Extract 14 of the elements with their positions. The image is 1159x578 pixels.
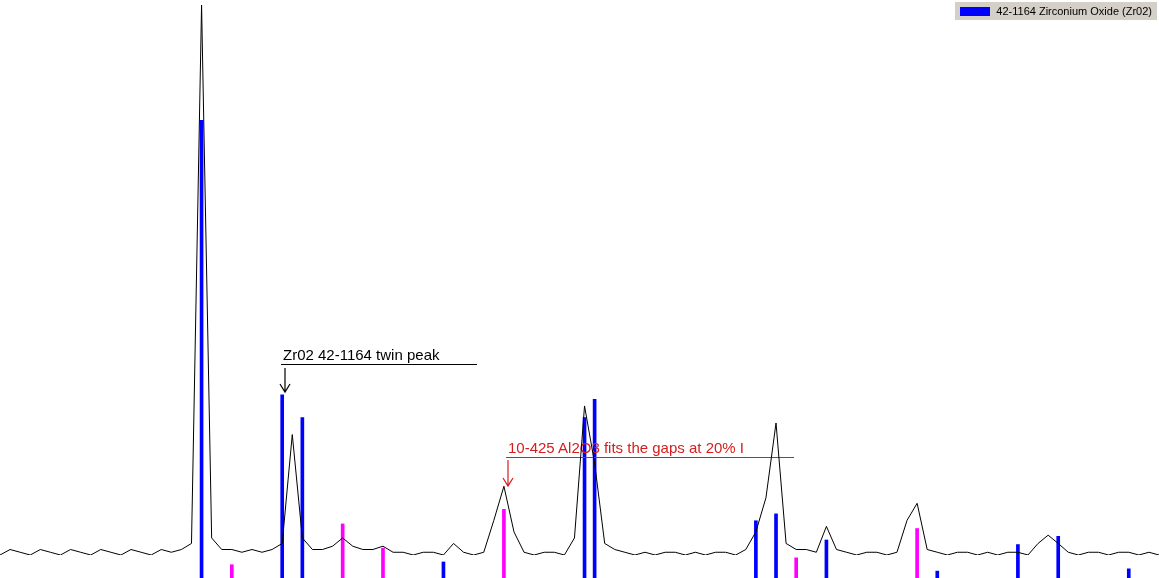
bar: [915, 528, 919, 578]
bar: [1126, 568, 1131, 578]
bar: [502, 508, 506, 578]
bar: [794, 557, 799, 578]
bar: [280, 394, 285, 578]
bar: [381, 547, 385, 578]
bar: [774, 513, 778, 578]
bar: [1016, 544, 1020, 578]
bar: [229, 564, 234, 578]
bar: [1056, 535, 1061, 578]
legend-label: 42-1164 Zirconium Oxide (Zr02): [996, 5, 1152, 17]
bar: [754, 520, 758, 578]
annotation: Zr02 42-1164 twin peak: [281, 346, 477, 365]
bar: [935, 570, 940, 578]
